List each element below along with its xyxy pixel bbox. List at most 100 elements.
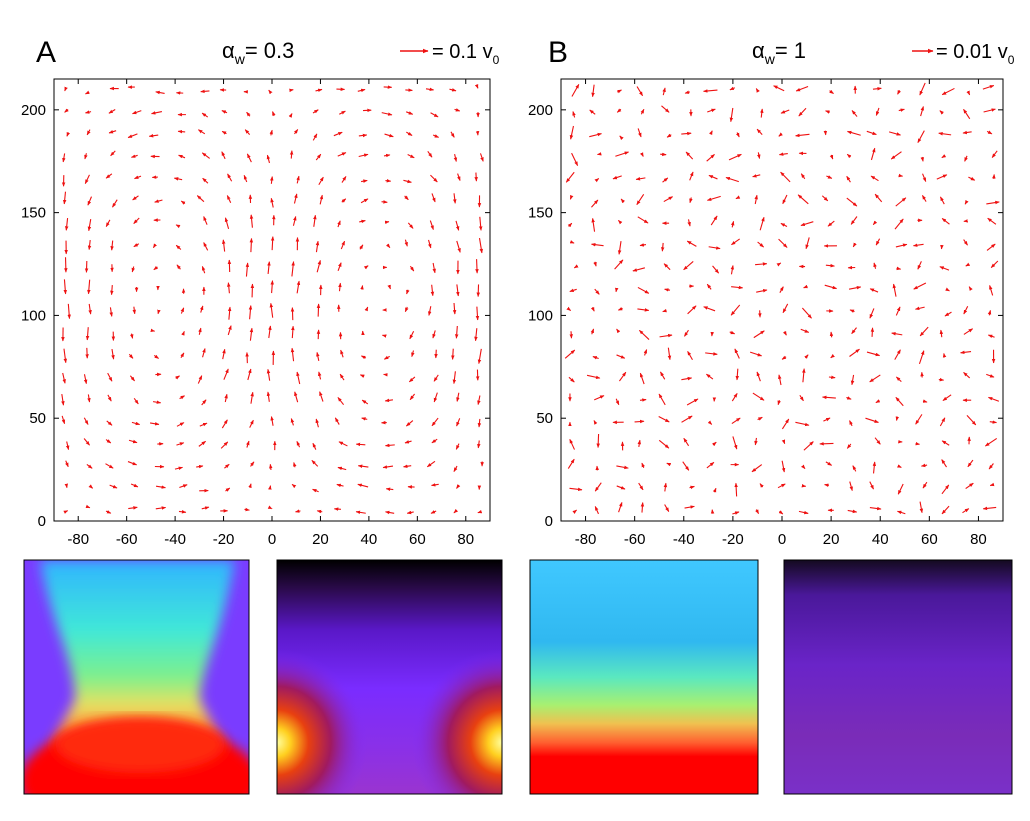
- vector-arrow-a: [385, 510, 395, 515]
- vector-arrow-a: [61, 415, 66, 425]
- scale-text-b: = 0.01 v: [936, 41, 1008, 63]
- scale-label-a: = 0.1 v0: [432, 41, 500, 67]
- vector-arrow-a: [129, 375, 135, 382]
- vector-arrow-b: [664, 288, 671, 292]
- vector-arrow-b: [638, 482, 644, 491]
- vector-arrow-b: [754, 194, 758, 205]
- vector-arrow-a: [244, 507, 250, 512]
- vector-arrow-b: [780, 171, 791, 183]
- vector-arrow-b: [662, 308, 667, 313]
- vector-arrow-b: [756, 128, 763, 136]
- vector-arrow-b: [617, 306, 623, 311]
- quiver-plot-a: -80 -60 -40 -20 0 20 40 60 80 0 50 100 150 200: [21, 78, 491, 548]
- vector-arrow-b: [636, 86, 644, 97]
- vector-arrow-b: [757, 152, 761, 159]
- vector-arrow-b: [850, 374, 855, 386]
- vector-arrow-a: [478, 237, 484, 254]
- vector-arrow-b: [729, 330, 736, 335]
- vector-arrow-a: [296, 440, 301, 448]
- heatmap-b-field-frame: [783, 559, 1013, 795]
- vector-arrow-b: [572, 509, 577, 514]
- vector-arrow-b: [941, 459, 947, 468]
- vector-arrow-a: [359, 219, 366, 224]
- vector-arrow-a: [152, 400, 162, 404]
- vector-arrow-a: [179, 484, 188, 489]
- vector-arrow-a: [249, 214, 254, 228]
- vector-arrow-b: [658, 393, 666, 406]
- vector-arrow-b: [754, 437, 758, 446]
- vector-arrow-b: [795, 86, 809, 92]
- vector-arrow-b: [712, 265, 720, 274]
- vector-arrow-a: [180, 352, 185, 359]
- vector-arrow-b: [664, 504, 670, 512]
- vector-arrow-a: [341, 198, 347, 203]
- vector-arrow-b: [667, 347, 672, 361]
- vector-arrow-b: [891, 331, 903, 336]
- vector-arrow-a: [109, 484, 118, 489]
- vector-arrow-a: [201, 152, 211, 159]
- vector-arrow-a: [338, 441, 348, 447]
- vector-arrow-a: [179, 395, 185, 400]
- vector-arrow-a: [180, 307, 185, 314]
- vector-arrow-b: [705, 352, 718, 356]
- vector-arrow-a: [290, 347, 295, 362]
- vector-arrow-a: [411, 350, 415, 358]
- vector-arrow-b: [939, 266, 950, 271]
- vector-arrow-b: [936, 174, 948, 180]
- heatmap-a-field: [277, 560, 502, 794]
- vector-arrow-b: [641, 462, 645, 468]
- vector-arrow-a: [86, 463, 93, 469]
- vector-arrow-b: [592, 356, 599, 360]
- vector-arrow-a: [105, 219, 111, 228]
- vector-arrow-a: [270, 416, 274, 426]
- vector-arrow-b: [712, 441, 717, 447]
- x-tick-label-a: 20: [312, 531, 329, 548]
- vector-arrow-a: [296, 371, 301, 385]
- vector-arrow-b: [846, 175, 851, 183]
- vector-arrow-b: [779, 286, 784, 293]
- vector-arrow-a: [430, 510, 437, 514]
- vector-arrow-a: [106, 420, 113, 426]
- vector-arrow-b: [639, 372, 645, 385]
- vector-arrow-b: [734, 482, 738, 497]
- vector-arrow-b: [564, 349, 576, 359]
- param-symbol-a: α: [222, 38, 235, 63]
- vector-arrow-b: [847, 130, 861, 136]
- vector-arrow-a: [385, 487, 394, 491]
- vector-arrow-b: [778, 374, 782, 386]
- vector-arrow-b: [666, 133, 672, 138]
- vector-arrow-b: [681, 376, 693, 381]
- vector-arrow-b: [777, 483, 786, 489]
- vector-arrow-a: [451, 348, 455, 360]
- scale-sub-a: 0: [493, 53, 500, 67]
- vector-arrow-a: [403, 464, 412, 468]
- y-tick-label-b: 0: [545, 513, 553, 530]
- vector-arrow-b: [618, 219, 623, 225]
- vector-arrow-a: [477, 440, 481, 449]
- x-tick-label-a: 80: [457, 531, 474, 548]
- vector-arrow-b: [897, 89, 901, 95]
- vector-arrow-b: [662, 177, 669, 183]
- vector-arrow-b: [708, 246, 721, 250]
- vector-arrow-a: [432, 134, 440, 138]
- vector-arrow-b: [987, 334, 995, 339]
- vector-arrow-b: [920, 463, 928, 468]
- vector-arrow-a: [433, 374, 439, 382]
- vector-arrow-a: [385, 443, 395, 448]
- vector-arrow-b: [689, 485, 695, 490]
- vector-arrow-b: [687, 350, 693, 361]
- vector-arrow-a: [386, 243, 391, 249]
- vector-arrow-b: [636, 194, 645, 206]
- vector-arrow-a: [315, 418, 319, 428]
- vector-arrow-a: [427, 306, 432, 316]
- vector-arrow-a: [456, 284, 460, 297]
- vector-arrow-a: [128, 439, 138, 444]
- vector-arrow-a: [86, 129, 91, 136]
- vector-arrow-a: [453, 508, 459, 514]
- vector-arrow-b: [637, 216, 649, 224]
- vector-arrow-b: [986, 200, 1000, 205]
- vector-arrow-b: [780, 109, 790, 114]
- vector-arrow-a: [312, 442, 317, 450]
- vector-arrow-a: [227, 306, 232, 320]
- vector-arrow-a: [457, 173, 461, 181]
